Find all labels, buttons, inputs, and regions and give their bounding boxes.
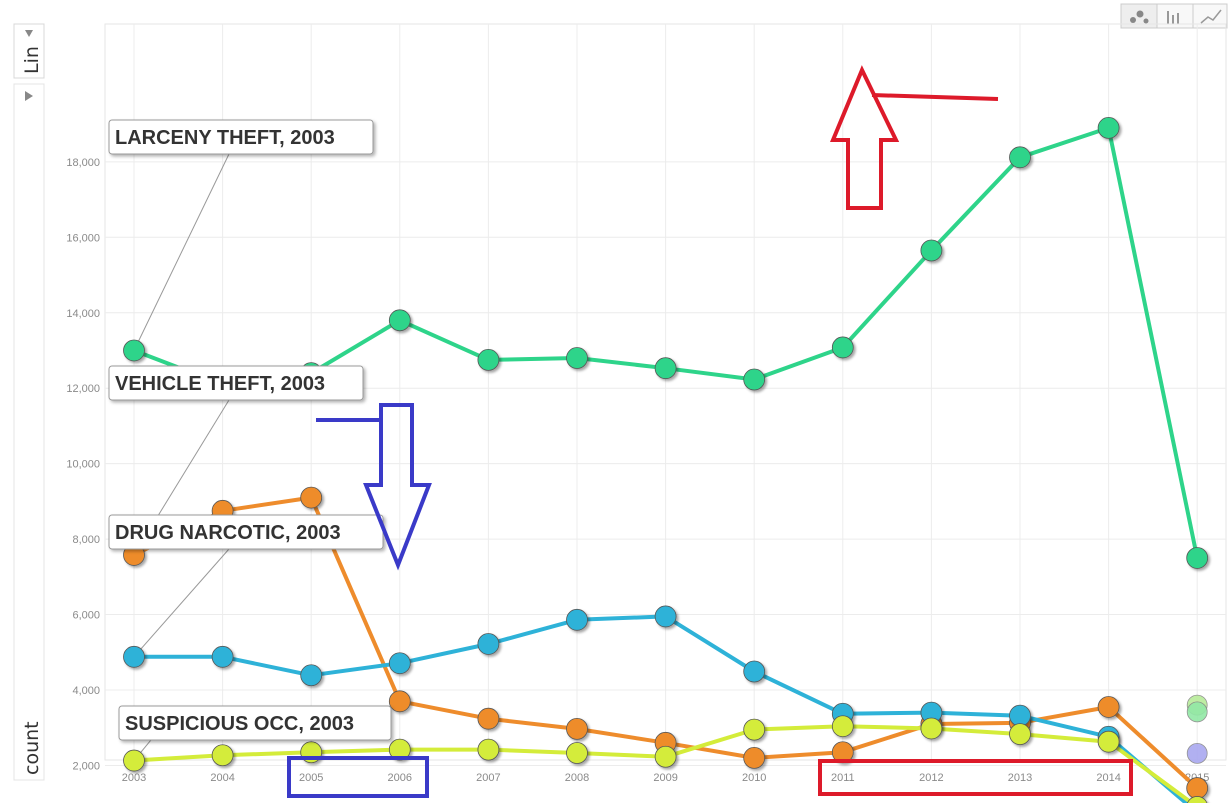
- y-tick-label: 12,000: [66, 383, 100, 395]
- data-point[interactable]: [1009, 146, 1031, 169]
- data-point[interactable]: [920, 717, 943, 740]
- data-point[interactable]: [1186, 547, 1209, 569]
- x-axis-ticks: 2003 2004 2005 2006 2007 2008 2009 2010 2011 2012…: [122, 772, 1210, 784]
- data-point[interactable]: [831, 715, 854, 738]
- data-point[interactable]: [1097, 116, 1120, 139]
- data-point[interactable]: [566, 742, 588, 764]
- data-point[interactable]: [920, 239, 943, 262]
- callout-leader-line: [133, 548, 230, 658]
- data-point[interactable]: [477, 707, 500, 730]
- callout-label: DRUG NARCOTIC, 2003: [115, 522, 341, 544]
- callout-box: [118, 705, 392, 741]
- y-axis-selector-panel: [13, 83, 45, 781]
- data-point[interactable]: [388, 309, 411, 332]
- data-point[interactable]: [1187, 796, 1208, 803]
- data-point[interactable]: [123, 645, 145, 668]
- x-tick-label: 2004: [210, 772, 234, 784]
- data-point[interactable]: [477, 738, 500, 761]
- data-point[interactable]: [1009, 723, 1031, 746]
- data-point[interactable]: [654, 745, 677, 768]
- y-tick-label: 8,000: [72, 534, 100, 546]
- callout-box: [108, 365, 364, 401]
- callout-leader-line: [133, 153, 230, 351]
- y-scale-selector[interactable]: Lin: [21, 30, 43, 74]
- data-point[interactable]: [1186, 777, 1209, 799]
- x-tick-label: 2014: [1096, 772, 1120, 784]
- x-tick-label: 2007: [476, 772, 500, 784]
- x-tick-label: 2010: [742, 772, 766, 784]
- data-point[interactable]: [300, 486, 323, 509]
- data-point[interactable]: [388, 652, 411, 675]
- data-point[interactable]: [1186, 701, 1208, 723]
- x-tick-label: 2013: [1008, 772, 1032, 784]
- y-axis-ticks: 2,000 4,000 6,000 8,000 10,000 12,000 14,000 16…: [66, 157, 100, 773]
- y-tick-label: 10,000: [66, 459, 100, 471]
- data-point[interactable]: [743, 660, 766, 683]
- y-axis-selector-label[interactable]: count: [21, 721, 43, 775]
- data-point[interactable]: [1186, 742, 1208, 764]
- y-tick-label: 16,000: [66, 232, 100, 244]
- y-tick-label: 4,000: [72, 685, 100, 697]
- data-point[interactable]: [1009, 704, 1031, 727]
- highlight-box-2011-2014: [818, 759, 1133, 796]
- callout-label: LARCENY THEFT, 2003: [115, 127, 335, 149]
- data-point[interactable]: [654, 357, 677, 380]
- data-point[interactable]: [388, 738, 411, 761]
- x-tick-label: 2006: [388, 772, 412, 784]
- data-point[interactable]: [477, 633, 500, 655]
- data-point[interactable]: [123, 749, 145, 772]
- data-point[interactable]: [566, 717, 588, 740]
- callout-label: VEHICLE THEFT, 2003: [115, 373, 325, 395]
- up-arrow-tail-overlay: [871, 93, 999, 101]
- data-point[interactable]: [566, 347, 588, 369]
- data-point[interactable]: [123, 339, 145, 362]
- data-point[interactable]: [1097, 696, 1120, 718]
- y-tick-label: 6,000: [72, 610, 100, 622]
- x-tick-label: 2008: [565, 772, 589, 784]
- annotation-overlays: [287, 65, 1133, 798]
- y-tick-label: 2,000: [72, 760, 100, 772]
- scale-dropdown-arrow-icon: [25, 30, 33, 37]
- callouts: LARCENY THEFT, 2003 VEHICLE THEFT, 2003 DR…: [108, 119, 392, 741]
- callout-box: [108, 119, 374, 155]
- data-point[interactable]: [831, 336, 854, 359]
- up-arrow-overlay: [830, 65, 900, 210]
- line-chart-icon: [1200, 9, 1222, 24]
- bar-chart-icon: [1167, 11, 1179, 24]
- data-point[interactable]: [654, 605, 677, 628]
- x-tick-label: 2005: [299, 772, 323, 784]
- data-point[interactable]: [388, 690, 411, 713]
- callout-label: SUSPICIOUS OCC, 2003: [125, 713, 354, 735]
- data-point[interactable]: [211, 744, 234, 767]
- highlight-box-2005-2006: [287, 756, 429, 798]
- bubble-chart-icon: [1130, 10, 1149, 24]
- x-tick-label: 2011: [831, 772, 855, 784]
- data-point[interactable]: [743, 747, 766, 769]
- callout-leaders: [133, 153, 230, 761]
- data-point[interactable]: [566, 608, 588, 631]
- data-point[interactable]: [743, 368, 766, 391]
- data-point[interactable]: [743, 718, 766, 741]
- y-scale-label: Lin: [21, 46, 43, 74]
- x-tick-label: 2003: [122, 772, 146, 784]
- data-point[interactable]: [1097, 730, 1120, 753]
- y-tick-label: 18,000: [66, 157, 100, 169]
- y-axis-expand-arrow-icon[interactable]: [25, 91, 33, 101]
- down-arrow-overlay: [316, 403, 432, 571]
- x-tick-label: 2012: [919, 772, 943, 784]
- y-tick-label: 14,000: [66, 308, 100, 320]
- data-point[interactable]: [477, 349, 500, 371]
- x-tick-label: 2009: [653, 772, 677, 784]
- data-point[interactable]: [211, 645, 234, 668]
- data-point[interactable]: [300, 664, 323, 687]
